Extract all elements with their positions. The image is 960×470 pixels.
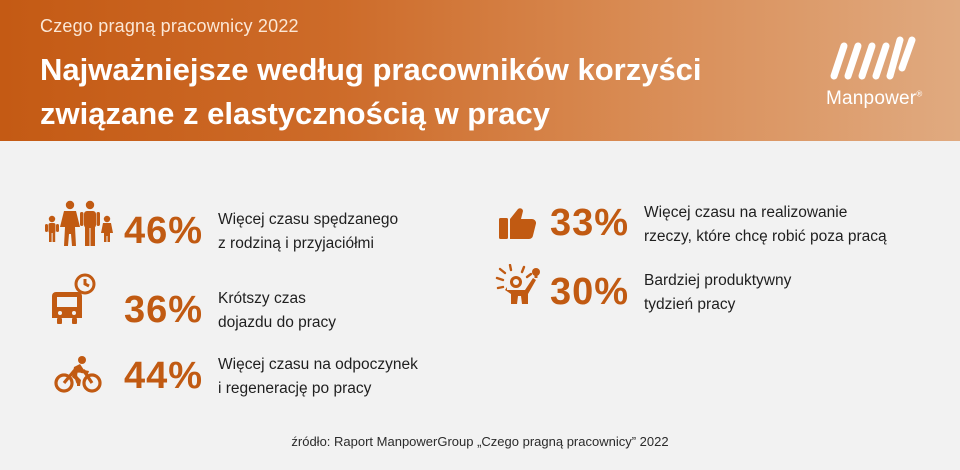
page-title: Najważniejsze według pracowników korzyśc… [40, 48, 800, 136]
percent-value: 36% [124, 289, 204, 331]
benefit-description: Krótszy czas dojazdu do pracy [218, 287, 448, 335]
description-line-1: Krótszy czas [218, 290, 306, 307]
family-icon [45, 200, 113, 246]
title-line-1: Najważniejsze według pracowników korzyśc… [40, 52, 702, 87]
title-line-2: związane z elastycznością w pracy [40, 96, 551, 131]
bus-clock-icon [52, 273, 96, 324]
description-line-1: Bardziej produktywny [644, 272, 792, 289]
bicycle-icon [54, 356, 102, 393]
description-line-2: dojazdu do pracy [218, 314, 337, 331]
description-line-2: tydzień pracy [644, 296, 736, 313]
source-note: źródło: Raport ManpowerGroup „Czego prag… [291, 434, 669, 449]
description-line-2: z rodziną i przyjaciółmi [218, 235, 374, 252]
description-line-2: rzeczy, które chcę robić poza pracą [644, 228, 887, 245]
benefit-description: Więcej czasu na realizowanie rzeczy, któ… [644, 201, 887, 249]
manpower-logo-icon [830, 36, 916, 80]
percent-value: 46% [124, 210, 204, 252]
description-line-1: Więcej czasu na realizowanie [644, 204, 848, 221]
benefit-description: Bardziej produktywny tydzień pracy [644, 269, 874, 317]
percent-value: 30% [550, 271, 630, 313]
manpower-logo-text: Manpower® [826, 88, 923, 109]
percent-value: 44% [124, 355, 204, 397]
report-subtitle: Czego pragną pracownicy 2022 [40, 16, 299, 36]
percent-value: 33% [550, 202, 630, 244]
header-banner: Czego pragną pracownicy 2022 Najważniejs… [0, 0, 960, 141]
description-line-1: Więcej czasu na odpoczynek [218, 356, 418, 373]
thumbs-up-icon [499, 208, 537, 240]
description-line-2: i regenerację po pracy [218, 380, 372, 397]
productive-person-icon [495, 264, 540, 304]
benefit-description: Więcej czasu spędzanego z rodziną i przy… [218, 208, 448, 256]
benefit-description: Więcej czasu na odpoczynek i regenerację… [218, 353, 448, 401]
description-line-1: Więcej czasu spędzanego [218, 211, 399, 228]
